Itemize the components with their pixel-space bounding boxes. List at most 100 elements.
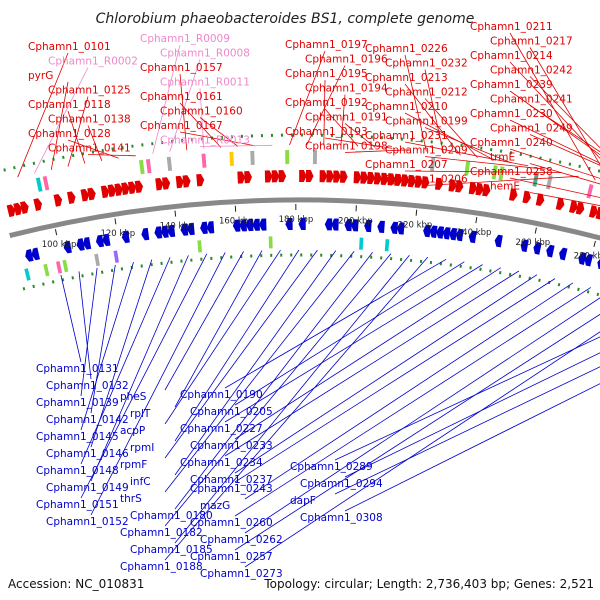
forward-gene-mark-89: [407, 174, 416, 188]
bottom-leader-26: [234, 274, 538, 474]
bottom-label-35: dapF: [290, 495, 316, 507]
reverse-gene-mark-71: [331, 218, 339, 231]
tick-line-6: [415, 209, 418, 216]
forward-gene-mark-39: [175, 175, 184, 189]
top-label-29: Cphamn1_0199: [385, 116, 468, 128]
reverse-gene-mark-120: [559, 247, 568, 261]
forward-gene-mark-57: [264, 170, 273, 183]
reverse-feature-box-9: [56, 261, 63, 274]
tick-line-1: [114, 218, 117, 225]
top-leader-25: [424, 69, 444, 154]
reverse-feature-box-77: [359, 237, 364, 250]
bottom-label-8: Cphamn1_0151: [36, 499, 119, 511]
top-label-0: Cphamn1_0101: [28, 41, 111, 53]
forward-feature-box-10: [42, 175, 50, 191]
forward-gene-mark-94: [434, 177, 444, 191]
map-title: Chlorobium phaeobacteroides BS1, complet…: [96, 11, 475, 27]
reverse-gene-mark-42: [187, 222, 195, 236]
forward-gene-mark-106: [482, 183, 491, 197]
reverse-gene-mark-64: [298, 218, 306, 231]
reverse-gene-mark-33: [154, 226, 163, 239]
bottom-label-29: Cphamn1_0260: [190, 517, 273, 529]
forward-gene-mark-90: [414, 175, 423, 188]
top-label-23: Cphamn1_0198: [305, 141, 388, 153]
top-leader-31: [424, 156, 546, 170]
top-leader-30: [404, 141, 529, 167]
forward-gene-mark-117: [555, 197, 565, 211]
top-label-6: Cphamn1_0128: [28, 128, 111, 140]
reverse-feature-box-58: [268, 236, 273, 249]
bottom-label-6: Cphamn1_0148: [36, 465, 119, 477]
bottom-label-25: Cphamn1_0234: [180, 457, 263, 469]
bottom-leader-0: [60, 275, 82, 363]
forward-gene-mark-125: [595, 206, 600, 220]
forward-gene-mark-123: [588, 205, 598, 218]
top-leader-37: [529, 76, 600, 149]
bottom-label-14: rpmF: [120, 459, 147, 471]
reverse-feature-box-11: [62, 259, 69, 273]
forward-gene-mark-97: [448, 179, 457, 192]
bottom-label-4: Cphamn1_0145: [36, 431, 119, 443]
top-label-33: Cphamn1_0206: [385, 174, 468, 186]
reverse-feature-box-23: [113, 250, 119, 263]
reverse-gene-mark-79: [364, 219, 372, 233]
bottom-label-28: mazG: [200, 500, 230, 512]
top-leader-10: [179, 73, 188, 151]
top-leader-41: [529, 134, 600, 166]
reverse-feature-box-18: [94, 253, 100, 267]
reverse-gene-mark-37: [167, 224, 176, 238]
reverse-gene-mark-62: [285, 218, 293, 231]
forward-feature-box-92: [430, 156, 436, 172]
forward-gene-mark-87: [401, 174, 410, 187]
top-label-4: Cphamn1_0118: [28, 99, 111, 111]
forward-gene-mark-80: [373, 172, 382, 185]
bottom-label-31: Cphamn1_0257: [190, 551, 273, 563]
top-leader-4: [67, 110, 86, 164]
bottom-leader-33: [334, 336, 600, 461]
top-leader-0: [17, 52, 69, 178]
forward-feature-box-66: [312, 150, 318, 165]
reverse-gene-mark-88: [396, 222, 405, 235]
tick-label-9: 280 kbp: [574, 252, 600, 262]
top-label-37: Cphamn1_0242: [490, 65, 573, 77]
tick-label-5: 200 kbp: [338, 216, 373, 226]
forward-gene-mark-104: [475, 182, 484, 196]
top-label-19: Cphamn1_0194: [305, 83, 388, 95]
top-leader-22: [324, 137, 393, 149]
forward-feature-box-38: [166, 156, 173, 172]
bottom-leader-34: [344, 352, 600, 478]
reverse-gene-mark-73: [344, 218, 352, 232]
bottom-label-23: Cphamn1_0227: [180, 423, 263, 435]
bottom-labels: Cphamn1_0131 Cphamn1_0132 Cphamn1_0139 Cpha…: [36, 363, 383, 580]
forward-gene-mark-59: [271, 170, 280, 183]
forward-gene-mark-2: [13, 202, 22, 216]
bottom-label-9: Cphamn1_0152: [46, 516, 129, 528]
reverse-gene-mark-69: [324, 218, 333, 231]
bottom-label-1: Cphamn1_0132: [46, 380, 129, 392]
bottom-leader-31: [234, 313, 600, 551]
bottom-label-18: Cphamn1_0182: [120, 527, 203, 539]
reverse-gene-mark-129: [597, 259, 600, 270]
bottom-label-33: Cphamn1_0289: [290, 461, 373, 473]
top-label-14: Cphamn1_0167: [140, 120, 223, 132]
bottom-label-7: Cphamn1_0149: [46, 482, 129, 494]
top-leader-32: [404, 170, 562, 173]
bottom-leader-11: [174, 250, 263, 408]
reverse-gene-mark-93: [423, 224, 431, 238]
top-label-30: Cphamn1_0231: [365, 130, 448, 142]
top-leader-35: [529, 47, 600, 166]
bottom-leader-20: [164, 256, 429, 561]
bottom-label-2: Cphamn1_0139: [36, 397, 119, 409]
bottom-leader-22: [234, 261, 465, 406]
reverse-gene-mark-109: [494, 234, 503, 248]
forward-gene-mark-36: [162, 177, 171, 190]
forward-gene-mark-70: [333, 170, 341, 183]
tick-label-2: 140 kbp: [160, 222, 195, 232]
reverse-gene-mark-15: [76, 238, 85, 251]
reverse-gene-mark-51: [239, 219, 247, 232]
bottom-leader-13: [174, 249, 300, 442]
bottom-leader-30: [244, 297, 600, 534]
reverse-gene-mark-5: [31, 247, 40, 261]
